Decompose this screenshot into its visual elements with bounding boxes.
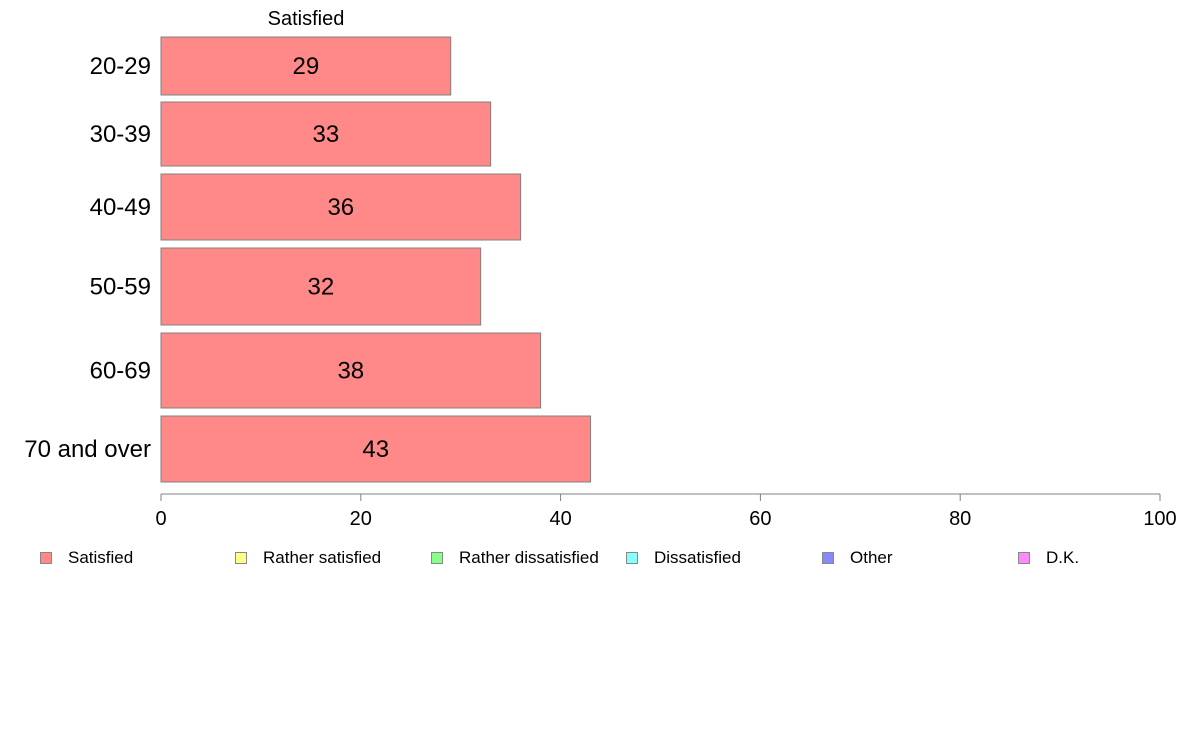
bar-value-label: 38 bbox=[337, 358, 364, 385]
x-tick-label: 60 bbox=[749, 508, 771, 530]
x-tick-label: 0 bbox=[155, 508, 166, 530]
legend-swatch bbox=[431, 552, 443, 564]
legend-item: Rather dissatisfied bbox=[431, 545, 599, 571]
legend-label: Satisfied bbox=[68, 548, 134, 567]
bar-60-69 bbox=[160, 332, 542, 409]
bar-value-label: 33 bbox=[312, 121, 339, 148]
series-header: Satisfied bbox=[268, 8, 345, 30]
legend-swatch bbox=[822, 552, 834, 564]
bar-30-39 bbox=[160, 101, 492, 167]
legend-label: Other bbox=[850, 548, 893, 567]
category-label: 50-59 bbox=[90, 274, 151, 301]
bar-40-49 bbox=[160, 173, 522, 241]
legend-item: Other bbox=[822, 545, 893, 571]
category-label: 60-69 bbox=[90, 358, 151, 385]
legend-item: D.K. bbox=[1018, 545, 1079, 571]
bar-value-label: 32 bbox=[307, 274, 334, 301]
category-label: 70 and over bbox=[24, 436, 151, 463]
legend-item: Rather satisfied bbox=[235, 545, 381, 571]
x-tick-label: 20 bbox=[350, 508, 372, 530]
category-label: 30-39 bbox=[90, 121, 151, 148]
bar-value-label: 43 bbox=[362, 436, 389, 463]
category-label: 20-29 bbox=[90, 53, 151, 80]
x-axis: 0 20 40 60 80 100 bbox=[155, 493, 1177, 530]
legend-label: D.K. bbox=[1046, 548, 1080, 567]
bar-chart: Satisfied 29 33 36 32 38 43 20-29 30-39 40-49 50… bbox=[24, 8, 1177, 530]
legend-item: Satisfied bbox=[40, 545, 133, 571]
legend-label: Rather dissatisfied bbox=[459, 548, 599, 567]
legend-label: Rather satisfied bbox=[263, 548, 382, 567]
legend-swatch bbox=[235, 552, 247, 564]
category-labels: 20-29 30-39 40-49 50-59 60-69 70 and over bbox=[24, 53, 151, 463]
legend-swatch bbox=[40, 552, 52, 564]
legend-label: Dissatisfied bbox=[654, 548, 741, 567]
bar-70-and-over bbox=[160, 415, 592, 483]
bar-value-label: 36 bbox=[327, 194, 354, 221]
legend-swatch bbox=[1018, 552, 1030, 564]
x-tick-label: 80 bbox=[949, 508, 971, 530]
category-label: 40-49 bbox=[90, 194, 151, 221]
bar-50-59 bbox=[160, 247, 482, 326]
legend-swatch bbox=[626, 552, 638, 564]
bar-value-label: 29 bbox=[293, 53, 320, 80]
x-tick-label: 40 bbox=[549, 508, 571, 530]
x-tick-label: 100 bbox=[1143, 508, 1176, 530]
legend-item: Dissatisfied bbox=[626, 545, 741, 571]
legend: Satisfied Rather satisfied Rather dissatis… bbox=[0, 545, 1188, 571]
bar-20-29 bbox=[160, 36, 452, 96]
bars-layer: 29 33 36 32 38 43 bbox=[160, 36, 592, 483]
